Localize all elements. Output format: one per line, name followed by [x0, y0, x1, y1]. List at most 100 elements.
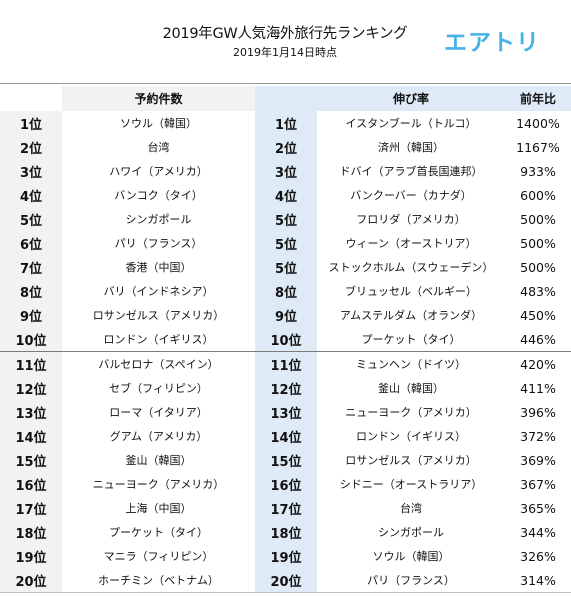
growth-destination: 台湾 [400, 502, 422, 515]
growth-rank: 9位 [255, 303, 317, 327]
growth-destination: バンクーバー（カナダ） [350, 189, 472, 202]
yoy-ratio: 450% [520, 307, 556, 323]
header-spacer-right [255, 86, 317, 111]
table-row: 17位 上海（中国） 17位 台湾 365% [0, 496, 571, 520]
yoy-ratio: 420% [505, 351, 571, 376]
booking-destination: プーケット（タイ） [109, 526, 208, 539]
booking-rank: 5位 [0, 207, 62, 231]
booking-rank: 10位 [0, 327, 62, 352]
booking-destination: 台湾 [147, 141, 170, 154]
booking-rank: 17位 [0, 496, 62, 520]
yoy-ratio: 600% [520, 187, 556, 203]
growth-destination: プーケット（タイ） [361, 333, 461, 346]
table-row: 1位 ソウル（韓国） 1位 イスタンブール（トルコ） 1400% [0, 111, 571, 135]
table-row: 7位 香港（中国） 5位 ストックホルム（スウェーデン） 500% [0, 255, 571, 279]
growth-destination: ドバイ（アラブ首長国連邦） [339, 165, 483, 178]
growth-rank: 5位 [255, 231, 317, 255]
yoy-ratio: 396% [520, 404, 556, 420]
table-row: 10位 ロンドン（イギリス） 10位 プーケット（タイ） 446% [0, 327, 571, 352]
growth-destination: パリ（フランス） [317, 568, 505, 593]
yoy-ratio: 344% [520, 524, 556, 540]
growth-destination: 釜山（韓国） [378, 382, 444, 395]
table-row: 12位 セブ（フィリピン） 12位 釜山（韓国） 411% [0, 376, 571, 400]
growth-rank: 4位 [255, 183, 317, 207]
booking-destination: バンコク（タイ） [114, 189, 203, 202]
column-header-bookings: 予約件数 [62, 86, 255, 111]
yoy-ratio: 933% [520, 163, 556, 179]
yoy-ratio: 369% [520, 452, 556, 468]
table-header-row: 予約件数 伸び率 前年比 [0, 86, 571, 111]
booking-destination: マニラ（フィリピン） [103, 550, 214, 563]
growth-destination: ソウル（韓国） [372, 550, 450, 563]
yoy-ratio: 314% [505, 568, 571, 593]
table-row: 14位 グアム（アメリカ） 14位 ロンドン（イギリス） 372% [0, 424, 571, 448]
booking-destination: 釜山（韓国） [125, 454, 192, 467]
booking-rank: 20位 [0, 568, 62, 593]
yoy-ratio: 500% [520, 259, 556, 275]
booking-rank: 9位 [0, 303, 62, 327]
table-row: 3位 ハワイ（アメリカ） 3位 ドバイ（アラブ首長国連邦） 933% [0, 159, 571, 183]
booking-rank: 19位 [0, 544, 62, 568]
table-row: 5位 シンガポール 5位 フロリダ（アメリカ） 500% [0, 207, 571, 231]
growth-destination: ミュンヘン（ドイツ） [317, 351, 505, 376]
growth-rank: 8位 [255, 279, 317, 303]
table-row: 11位 バルセロナ（スペイン） 11位 ミュンヘン（ドイツ） 420% [0, 351, 571, 376]
growth-destination: ロサンゼルス（アメリカ） [345, 454, 477, 467]
booking-destination: バリ（インドネシア） [103, 285, 214, 298]
header-divider [0, 83, 571, 84]
yoy-ratio: 365% [520, 500, 556, 516]
growth-rank: 14位 [255, 424, 317, 448]
booking-rank: 18位 [0, 520, 62, 544]
table-row: 2位 台湾 2位 済州（韓国） 1167% [0, 135, 571, 159]
booking-destination: セブ（フィリピン） [109, 382, 208, 395]
growth-rank: 20位 [255, 568, 317, 593]
booking-rank: 11位 [0, 351, 62, 376]
booking-rank: 8位 [0, 279, 62, 303]
growth-destination: 済州（韓国） [378, 141, 444, 154]
growth-rank: 10位 [255, 327, 317, 352]
growth-rank: 1位 [255, 111, 317, 135]
growth-destination: イスタンブール（トルコ） [345, 117, 477, 130]
growth-destination: アムステルダム（オランダ） [339, 309, 483, 322]
growth-rank: 12位 [255, 376, 317, 400]
booking-rank: 14位 [0, 424, 62, 448]
growth-rank: 5位 [255, 255, 317, 279]
booking-destination: パリ（フランス） [114, 237, 203, 250]
growth-rank: 18位 [255, 520, 317, 544]
yoy-ratio: 1167% [516, 139, 560, 155]
booking-rank: 3位 [0, 159, 62, 183]
yoy-ratio: 411% [520, 380, 556, 396]
table-row: 15位 釜山（韓国） 15位 ロサンゼルス（アメリカ） 369% [0, 448, 571, 472]
table-row: 20位 ホーチミン（ベトナム） 20位 パリ（フランス） 314% [0, 568, 571, 593]
yoy-ratio: 372% [520, 428, 556, 444]
growth-rank: 19位 [255, 544, 317, 568]
booking-destination: 上海（中国） [125, 502, 192, 515]
yoy-ratio: 483% [520, 283, 556, 299]
booking-rank: 7位 [0, 255, 62, 279]
booking-destination: シンガポール [125, 213, 192, 226]
page-subtitle: 2019年1月14日時点 [233, 46, 337, 59]
growth-rank: 16位 [255, 472, 317, 496]
yoy-ratio: 500% [520, 235, 556, 251]
booking-destination: ハワイ（アメリカ） [109, 165, 208, 178]
table-row: 16位 ニューヨーク（アメリカ） 16位 シドニー（オーストラリア） 367% [0, 472, 571, 496]
yoy-ratio: 1400% [516, 115, 560, 131]
yoy-ratio: 326% [520, 548, 556, 564]
column-header-growth: 伸び率 [317, 86, 505, 111]
table-row: 13位 ローマ（イタリア） 13位 ニューヨーク（アメリカ） 396% [0, 400, 571, 424]
header-spacer-left [0, 86, 62, 111]
table-row: 4位 バンコク（タイ） 4位 バンクーバー（カナダ） 600% [0, 183, 571, 207]
column-header-yoy: 前年比 [505, 86, 571, 111]
growth-destination: ウィーン（オーストリア） [345, 237, 477, 250]
growth-destination: シドニー（オーストラリア） [339, 478, 483, 491]
table-row: 6位 パリ（フランス） 5位 ウィーン（オーストリア） 500% [0, 231, 571, 255]
booking-rank: 6位 [0, 231, 62, 255]
booking-destination: ニューヨーク（アメリカ） [92, 478, 225, 491]
growth-destination: フロリダ（アメリカ） [356, 213, 466, 226]
page-title: 2019年GW人気海外旅行先ランキング [162, 26, 408, 42]
growth-destination: ニューヨーク（アメリカ） [345, 406, 477, 419]
growth-rank: 15位 [255, 448, 317, 472]
yoy-ratio: 367% [520, 476, 556, 492]
growth-rank: 17位 [255, 496, 317, 520]
airtrip-logo: エアトリ [444, 30, 540, 56]
